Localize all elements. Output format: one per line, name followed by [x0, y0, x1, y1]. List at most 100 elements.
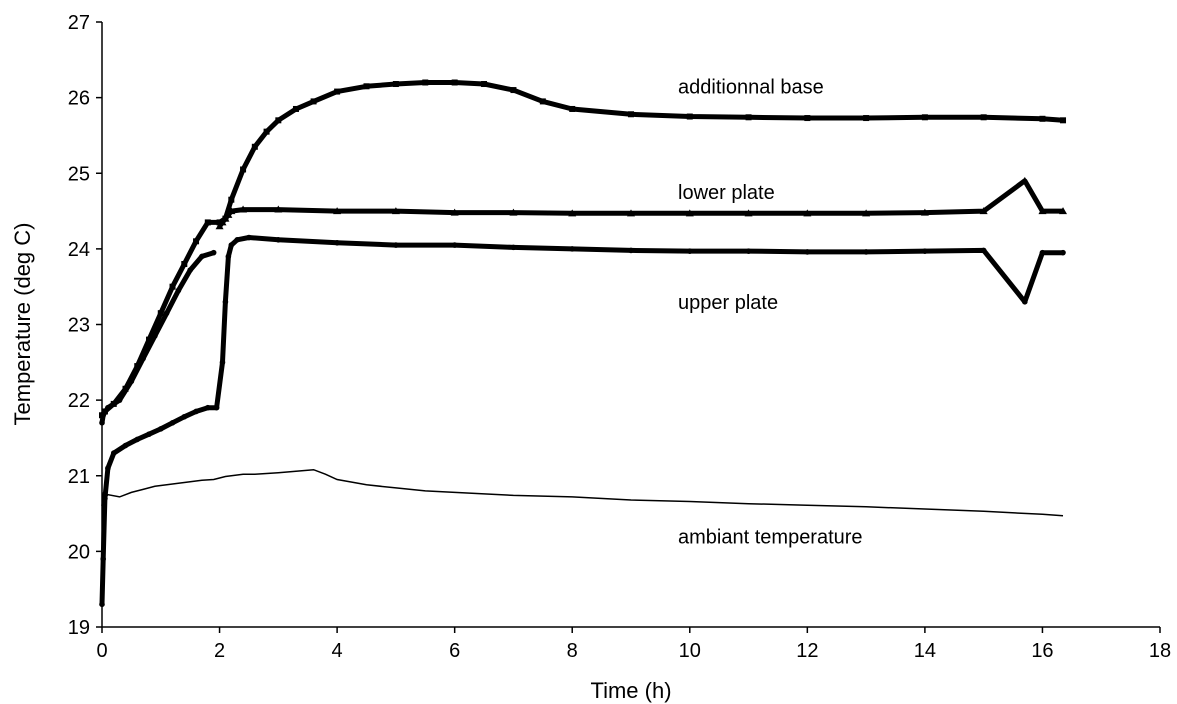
- data-point: [263, 128, 270, 135]
- data-point: [333, 207, 342, 215]
- data-point: [205, 404, 211, 411]
- data-point: [863, 249, 869, 255]
- data-point: [1020, 176, 1029, 184]
- data-point: [862, 209, 871, 217]
- data-point: [310, 98, 317, 105]
- data-point: [215, 222, 224, 230]
- x-axis-title: Time (h): [590, 678, 671, 703]
- data-point: [292, 105, 299, 112]
- data-point: [422, 79, 429, 86]
- series-line: [101, 468, 1064, 517]
- data-point: [627, 209, 635, 217]
- data-point: [569, 105, 576, 112]
- data-point: [275, 117, 282, 124]
- data-point: [481, 81, 488, 88]
- data-point: [685, 209, 694, 217]
- series-2: [99, 234, 1066, 608]
- data-point: [274, 205, 283, 213]
- y-tick-label: 25: [68, 163, 90, 185]
- data-point: [100, 412, 106, 419]
- data-point: [391, 207, 400, 215]
- data-point: [105, 465, 111, 471]
- data-point: [100, 556, 106, 562]
- series-annotation: ambiant temperature: [678, 526, 863, 548]
- data-point: [1039, 249, 1046, 256]
- x-tick-label: 8: [567, 640, 578, 662]
- data-point: [157, 310, 164, 317]
- data-point: [146, 336, 153, 343]
- data-point: [187, 267, 193, 273]
- data-point: [920, 208, 929, 216]
- y-tick-label: 20: [68, 541, 90, 563]
- data-point: [1059, 207, 1068, 215]
- data-point: [240, 166, 247, 173]
- data-point: [392, 81, 399, 88]
- data-point: [199, 253, 205, 260]
- data-point: [219, 359, 226, 366]
- annotation-layer: additionnal base lower plate upper plate am…: [678, 76, 863, 548]
- data-point: [510, 244, 517, 251]
- data-point: [979, 207, 988, 215]
- data-point: [99, 601, 105, 608]
- data-point: [393, 242, 399, 248]
- data-point: [628, 111, 634, 118]
- series-1: [215, 176, 1068, 230]
- data-point: [1060, 117, 1067, 124]
- series-layer: [99, 79, 1068, 608]
- data-point: [157, 426, 164, 432]
- series-trace: [99, 250, 215, 424]
- data-point: [213, 404, 220, 411]
- data-point: [234, 237, 240, 243]
- data-point: [146, 431, 152, 437]
- data-point: [275, 237, 282, 243]
- series-trace: [100, 80, 1064, 417]
- data-point: [227, 207, 236, 215]
- series-4: [101, 468, 1064, 517]
- x-tick-label: 2: [214, 640, 225, 662]
- data-point: [169, 283, 176, 290]
- data-point: [921, 114, 928, 121]
- data-point: [1060, 249, 1066, 256]
- data-point: [99, 420, 105, 426]
- data-point: [1038, 207, 1047, 215]
- data-point: [251, 143, 258, 150]
- series-3: [99, 249, 217, 426]
- data-point: [225, 253, 232, 260]
- data-point: [334, 88, 341, 95]
- data-point: [863, 115, 870, 122]
- data-point: [745, 248, 752, 254]
- data-point: [239, 205, 248, 213]
- data-point: [163, 310, 170, 316]
- y-tick-label: 27: [68, 12, 90, 34]
- data-point: [169, 420, 176, 426]
- x-tick-label: 10: [679, 640, 701, 662]
- data-point: [228, 196, 235, 203]
- y-axis-title: Temperature (deg C): [10, 223, 35, 426]
- data-point: [140, 355, 146, 362]
- y-tick-label: 22: [68, 390, 90, 412]
- data-point: [128, 378, 135, 385]
- data-point: [744, 209, 753, 217]
- data-point: [510, 87, 517, 94]
- data-point: [451, 242, 458, 248]
- series-trace: [99, 235, 1063, 605]
- x-tick-label: 16: [1031, 640, 1053, 662]
- x-tick-label: 14: [914, 640, 936, 662]
- data-point: [686, 248, 693, 254]
- data-point: [980, 114, 987, 121]
- data-point: [181, 413, 188, 420]
- data-point: [193, 408, 199, 415]
- series-trace: [217, 178, 1063, 228]
- data-point: [569, 246, 576, 252]
- y-tick-label: 23: [68, 315, 90, 337]
- data-point: [116, 397, 123, 403]
- y-tick-label: 21: [68, 466, 90, 488]
- data-point: [175, 287, 182, 294]
- data-point: [110, 450, 117, 456]
- data-point: [803, 209, 812, 217]
- y-tick-label: 19: [68, 617, 90, 639]
- data-point: [221, 214, 230, 222]
- data-point: [980, 247, 987, 254]
